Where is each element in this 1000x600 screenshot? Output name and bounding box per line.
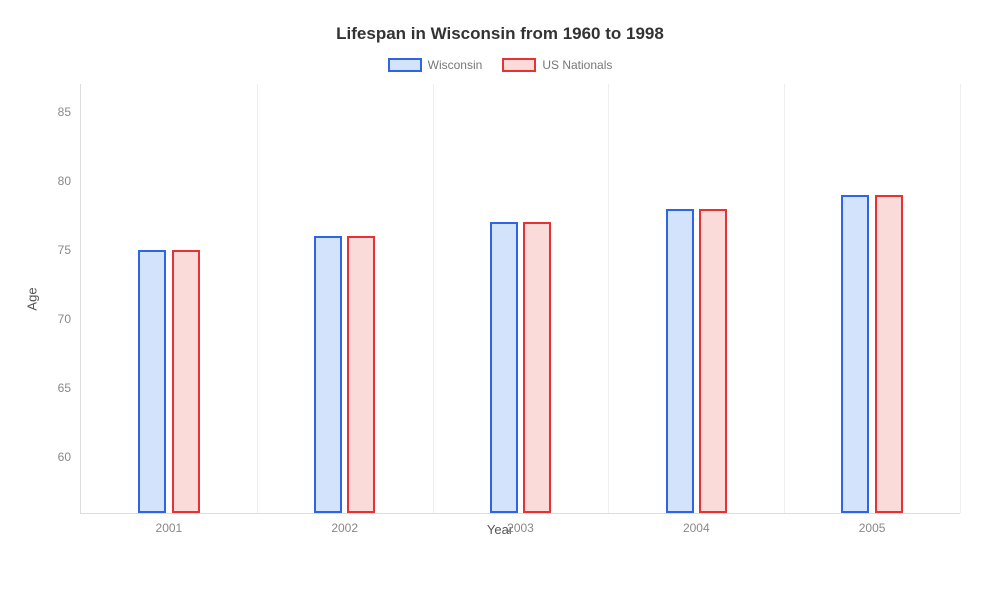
gridline — [433, 84, 434, 513]
y-tick-label: 65 — [58, 381, 71, 395]
bar — [314, 236, 342, 513]
bar — [841, 195, 869, 513]
bar — [172, 250, 200, 513]
y-tick-label: 80 — [58, 174, 71, 188]
chart-legend: Wisconsin US Nationals — [20, 58, 980, 72]
gridline — [960, 84, 961, 513]
y-tick-label: 60 — [58, 450, 71, 464]
x-tick-label: 2002 — [331, 521, 358, 535]
y-axis-label: Age — [25, 287, 40, 310]
bar — [666, 209, 694, 513]
y-tick-label: 75 — [58, 243, 71, 257]
legend-label-wisconsin: Wisconsin — [428, 58, 483, 72]
bar — [875, 195, 903, 513]
y-tick-label: 70 — [58, 312, 71, 326]
bar — [490, 222, 518, 513]
legend-swatch-wisconsin — [388, 58, 422, 72]
legend-item-wisconsin: Wisconsin — [388, 58, 483, 72]
chart-title: Lifespan in Wisconsin from 1960 to 1998 — [20, 24, 980, 44]
bar — [523, 222, 551, 513]
legend-item-us-nationals: US Nationals — [502, 58, 612, 72]
y-tick-label: 85 — [58, 105, 71, 119]
chart-container: Lifespan in Wisconsin from 1960 to 1998 … — [0, 0, 1000, 600]
plot-area: 60657075808520012002200320042005 — [80, 84, 960, 514]
x-tick-label: 2005 — [859, 521, 886, 535]
gridline — [784, 84, 785, 513]
x-tick-label: 2004 — [683, 521, 710, 535]
legend-label-us-nationals: US Nationals — [542, 58, 612, 72]
bar — [138, 250, 166, 513]
x-tick-label: 2001 — [156, 521, 183, 535]
bar — [347, 236, 375, 513]
x-tick-label: 2003 — [507, 521, 534, 535]
bar — [699, 209, 727, 513]
gridline — [257, 84, 258, 513]
legend-swatch-us-nationals — [502, 58, 536, 72]
plot-wrapper: Age 60657075808520012002200320042005 — [80, 84, 960, 514]
gridline — [608, 84, 609, 513]
